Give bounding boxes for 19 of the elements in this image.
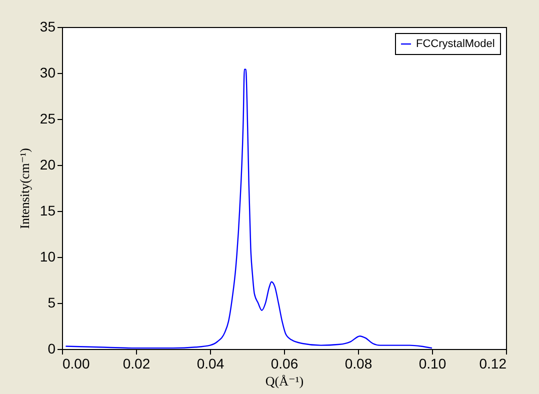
y-tick-label: 20 [40,156,56,172]
x-axis-title: Q(Å⁻¹) [265,374,304,388]
x-tick-label: 0.12 [479,356,507,372]
x-tick-label: 0.08 [344,356,372,372]
x-tick-label: 0.06 [270,356,298,372]
x-tick-label: 0.00 [62,356,90,372]
x-tick-label: 0.02 [122,356,150,372]
y-tick-label: 0 [48,340,56,356]
line-series [65,68,433,349]
legend-label: FCCrystalModel [416,38,495,50]
y-tick-label: 30 [40,64,56,80]
y-axis-title: Intensity(cm⁻¹) [16,148,32,229]
y-tick-label: 25 [40,110,56,126]
y-tick-label: 15 [40,202,56,218]
x-tick-label: 0.10 [418,356,446,372]
x-tick-label: 0.04 [196,356,224,372]
y-tick-label: 5 [48,294,56,310]
y-tick-label: 10 [40,248,56,264]
y-tick-label: 35 [40,18,56,34]
